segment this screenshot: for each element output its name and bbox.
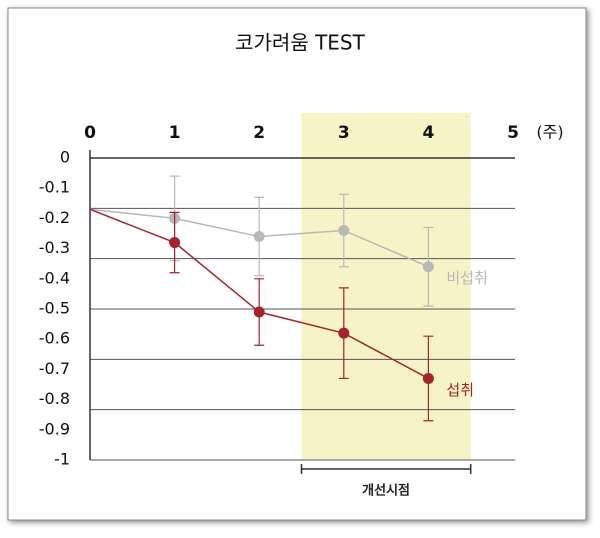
data-point [253, 231, 265, 243]
x-tick-label: 3 [338, 123, 350, 143]
x-tick-label: 1 [169, 123, 181, 143]
y-tick-label: -0.4 [39, 268, 70, 287]
y-tick-label: -1 [54, 450, 70, 469]
data-point [422, 261, 434, 273]
x-tick-label: 2 [253, 123, 265, 143]
series-label: 섭취 [446, 381, 474, 399]
x-tick-label: 4 [422, 123, 434, 143]
highlight-band [301, 113, 471, 460]
series-label: 비섭취 [446, 269, 487, 287]
data-point [338, 224, 350, 236]
highlight-bracket [300, 464, 472, 474]
data-point [338, 327, 350, 339]
x-tick-label: 0 [84, 123, 96, 143]
x-axis-label: (주) [536, 123, 563, 142]
y-tick-label: -0.5 [39, 299, 70, 318]
y-tick-label: -0.6 [39, 329, 70, 348]
y-tick-label: -0.8 [39, 389, 70, 408]
data-point [169, 237, 181, 249]
chart-title: 코가려움 TEST [235, 31, 366, 55]
x-tick-label: 5 [507, 123, 519, 143]
y-tick-label: -0.7 [39, 359, 70, 378]
data-point [422, 372, 434, 384]
y-tick-label: -0.1 [39, 178, 70, 197]
y-tick-label: 0 [60, 148, 70, 167]
y-tick-label: -0.2 [39, 208, 70, 227]
highlight-label: 개선시점 [362, 483, 410, 499]
frame [7, 7, 587, 521]
y-tick-label: -0.3 [39, 238, 70, 257]
data-point [253, 306, 265, 318]
y-tick-label: -0.9 [39, 419, 70, 438]
